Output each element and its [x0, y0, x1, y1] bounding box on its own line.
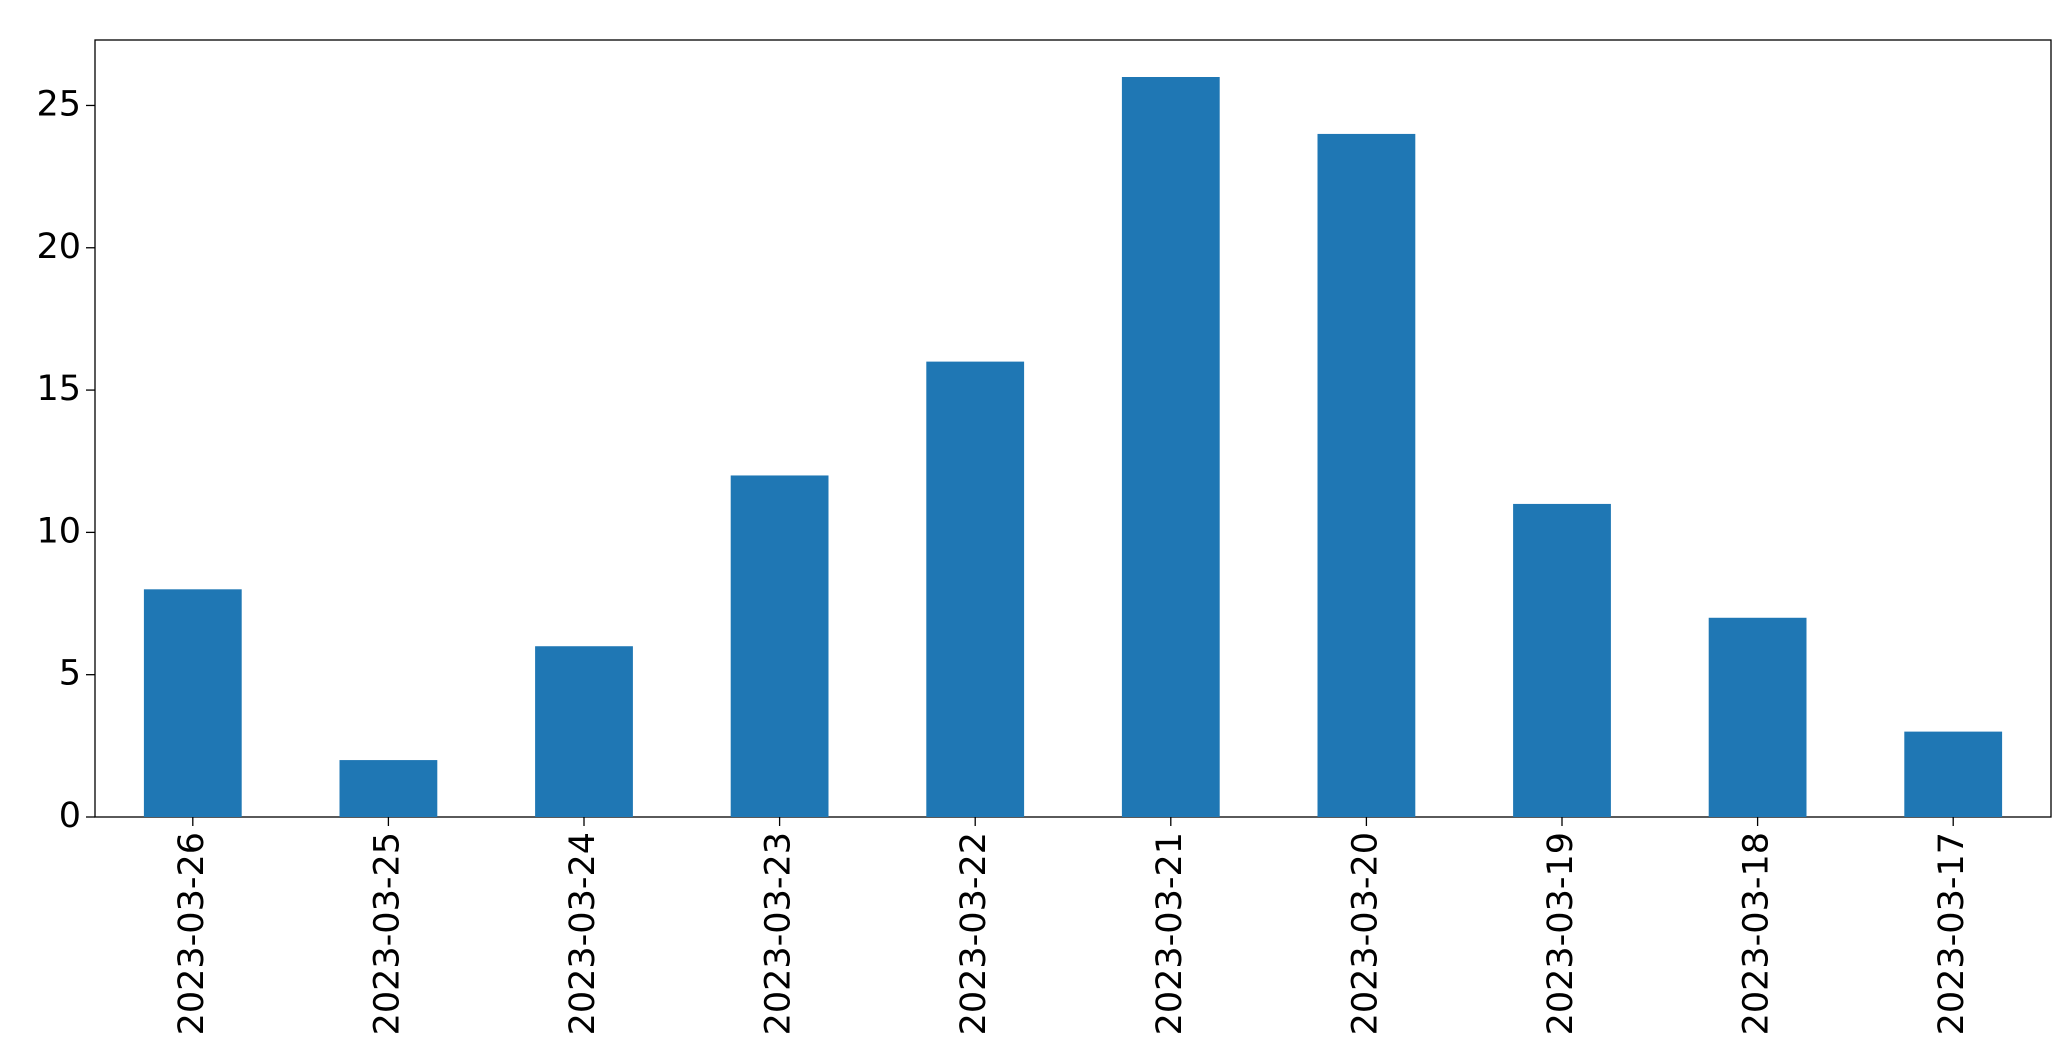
y-tick-label: 15	[36, 369, 81, 409]
bar	[1317, 133, 1416, 817]
x-tick-label: 2023-03-26	[172, 832, 212, 1035]
y-tick-label: 20	[36, 227, 81, 267]
bar	[1121, 77, 1220, 817]
bar	[339, 760, 438, 817]
plot-frame	[94, 39, 2052, 818]
x-tick-label: 2023-03-19	[1541, 832, 1581, 1035]
bar	[730, 475, 829, 817]
bar	[1513, 503, 1611, 817]
x-tick-label: 2023-03-21	[1150, 832, 1190, 1035]
bar	[926, 361, 1025, 817]
y-tick-label: 25	[36, 84, 81, 124]
bar	[535, 646, 633, 817]
x-tick-label: 2023-03-25	[367, 832, 407, 1035]
x-tick-label: 2023-03-18	[1737, 832, 1777, 1035]
x-tick-label: 2023-03-20	[1345, 832, 1385, 1035]
y-tick-label: 10	[36, 511, 81, 551]
y-tick-label: 5	[59, 654, 81, 694]
x-tick-label: 2023-03-17	[1932, 832, 1972, 1035]
x-tick-label: 2023-03-24	[563, 832, 603, 1035]
x-tick-label: 2023-03-22	[954, 832, 994, 1035]
x-tick-label: 2023-03-23	[759, 832, 799, 1035]
bar	[143, 589, 242, 817]
bar	[1708, 617, 1807, 817]
y-tick-label: 0	[59, 796, 81, 836]
bar	[1904, 731, 2003, 817]
